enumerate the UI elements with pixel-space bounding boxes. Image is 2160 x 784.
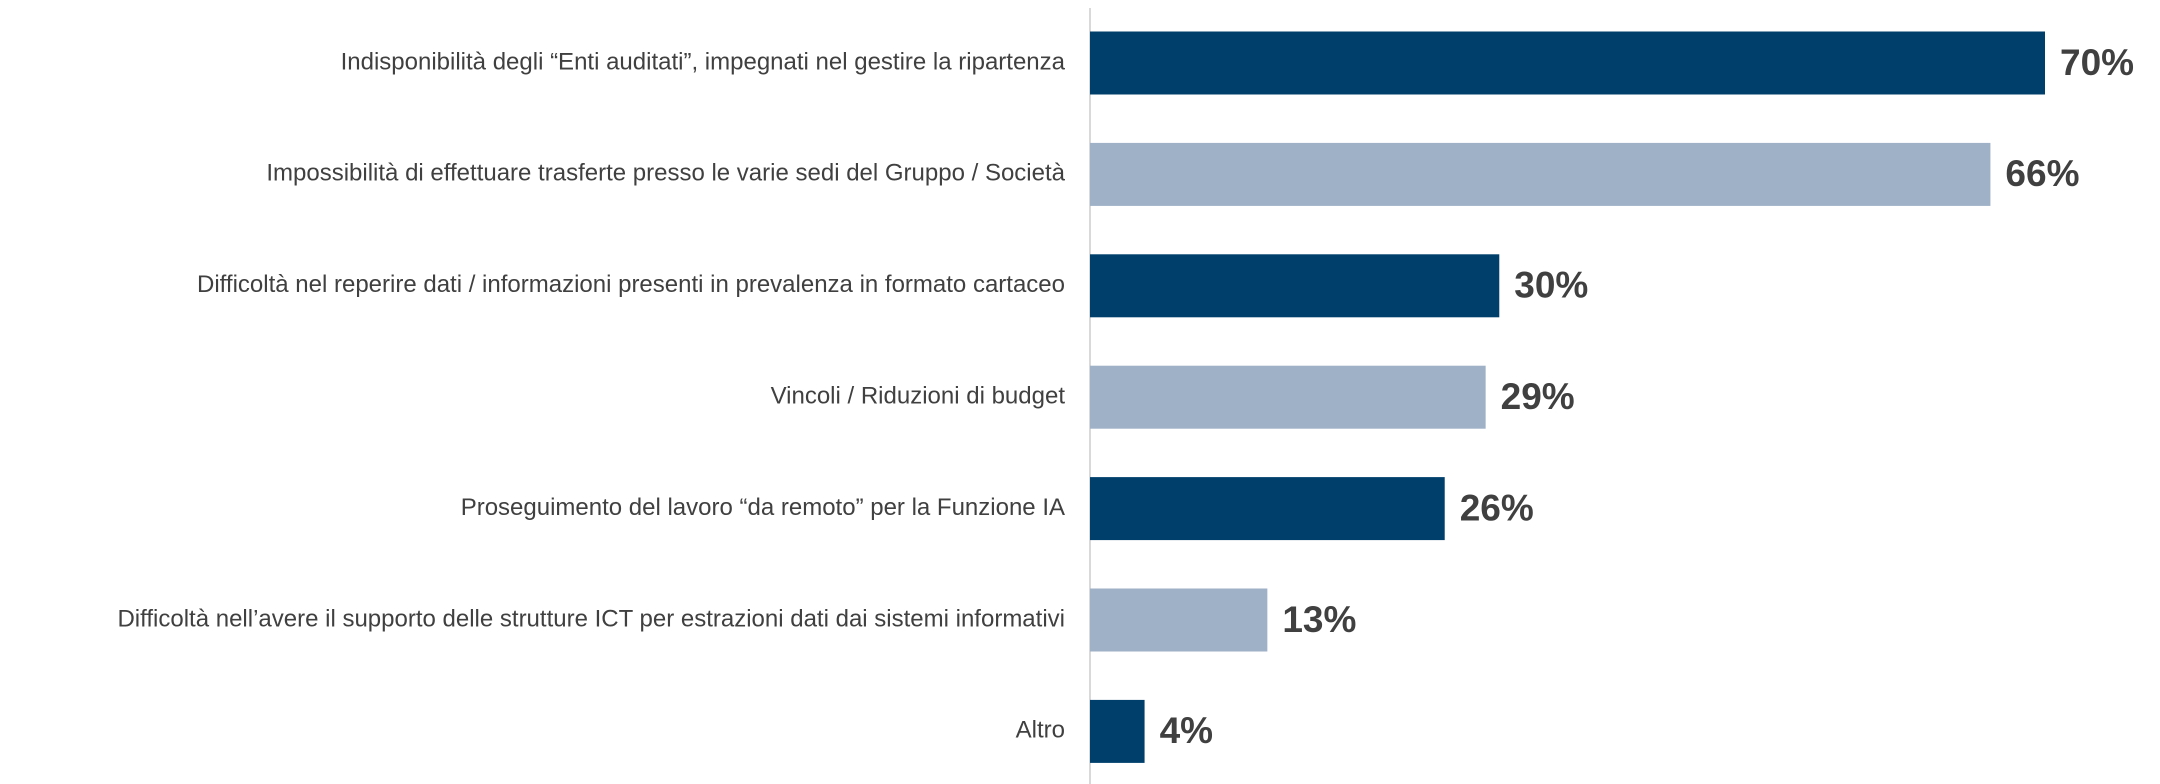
value-label: 29% xyxy=(1501,376,1575,417)
category-label: Vincoli / Riduzioni di budget xyxy=(771,383,1066,410)
value-label: 4% xyxy=(1160,710,1213,751)
category-label: Difficoltà nell’avere il supporto delle … xyxy=(117,605,1065,632)
bar xyxy=(1090,31,2045,95)
value-label: 70% xyxy=(2060,42,2134,83)
bar xyxy=(1090,588,1268,652)
category-label: Proseguimento del lavoro “da remoto” per… xyxy=(461,494,1065,521)
category-label: Altro xyxy=(1016,717,1065,744)
category-label: Indisponibilità degli “Enti auditati”, i… xyxy=(341,48,1066,75)
value-label: 26% xyxy=(1460,487,1534,528)
value-label: 66% xyxy=(2005,153,2079,194)
bar xyxy=(1090,142,1991,206)
category-label: Impossibilità di effettuare trasferte pr… xyxy=(266,160,1065,187)
value-label: 30% xyxy=(1514,265,1588,306)
bar xyxy=(1090,365,1486,429)
category-label: Difficoltà nel reperire dati / informazi… xyxy=(197,271,1065,298)
bar xyxy=(1090,699,1145,763)
bar xyxy=(1090,477,1445,541)
bar xyxy=(1090,254,1500,318)
value-label: 13% xyxy=(1282,599,1356,640)
